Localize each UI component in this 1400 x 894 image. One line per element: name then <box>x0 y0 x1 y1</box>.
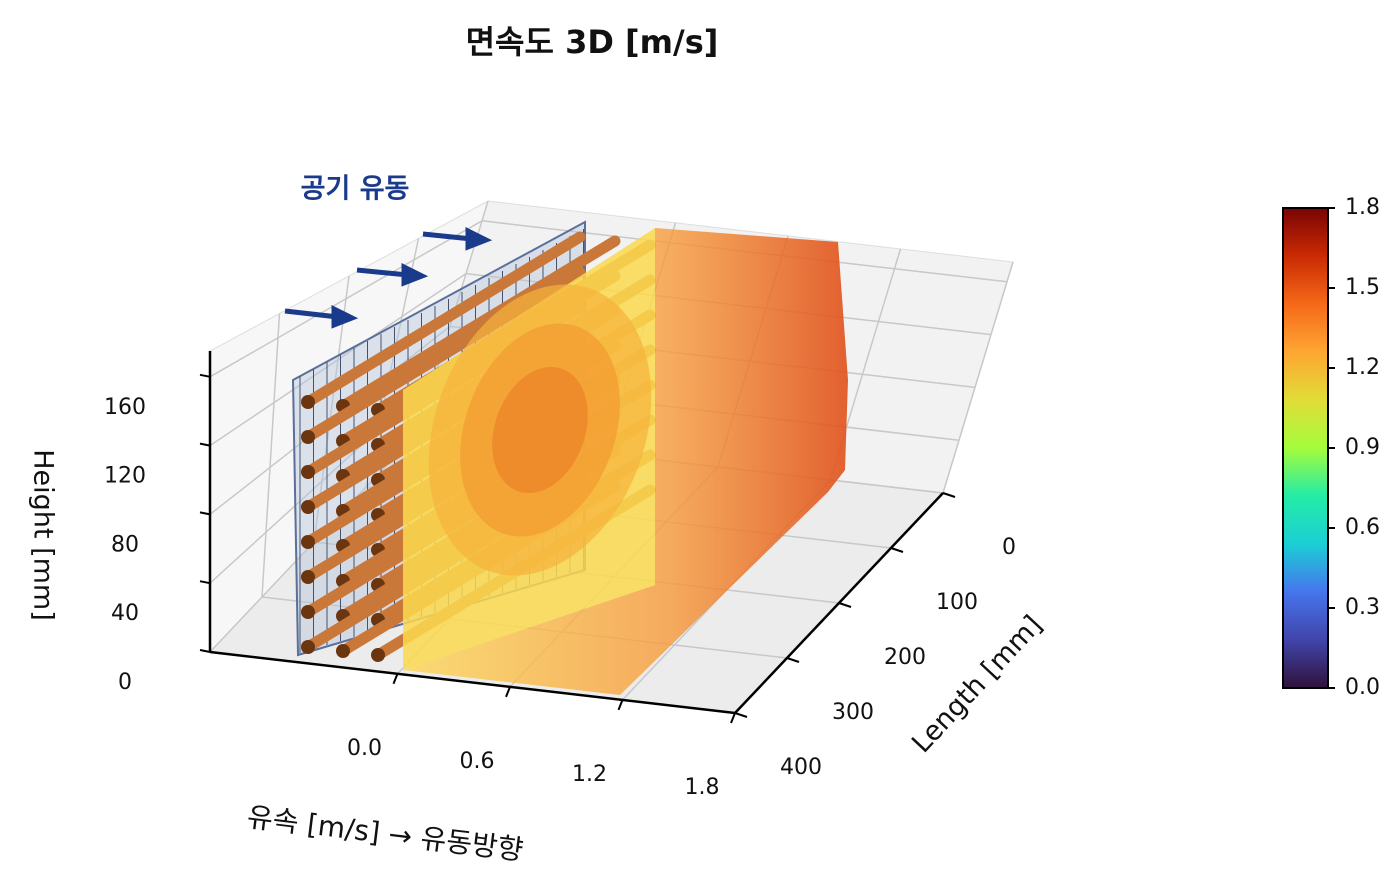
z-tick-label: 0 <box>118 670 132 695</box>
tick-mark <box>734 712 748 718</box>
y-tick-label: 100 <box>936 590 978 615</box>
tube <box>337 235 621 412</box>
y-tick-label: 300 <box>832 700 874 725</box>
x-axis-label: 유속 [m/s] → 유동방향 <box>245 800 525 867</box>
colorbar <box>1282 207 1329 689</box>
grid-line <box>261 313 281 598</box>
tube-end <box>301 640 315 654</box>
contour <box>492 367 588 493</box>
tube-end <box>301 500 315 514</box>
tube <box>302 231 586 408</box>
tick-mark <box>617 699 624 711</box>
tube-end <box>336 644 350 658</box>
flow-arrows <box>284 226 493 329</box>
z-tick-label: 120 <box>104 464 146 489</box>
tube-end <box>301 535 315 549</box>
tube-end <box>301 570 315 584</box>
y-axis <box>734 492 944 714</box>
y-tick-label: 0 <box>1002 535 1016 560</box>
tube-end <box>301 430 315 444</box>
tube-end <box>301 465 315 479</box>
z-tick-label: 80 <box>111 532 139 557</box>
grid-line <box>209 220 483 378</box>
x-tick-label: 0.0 <box>347 736 382 761</box>
tick-mark <box>505 686 511 698</box>
x-axis <box>209 650 736 715</box>
tube-end <box>301 395 315 409</box>
y-tick-label: 400 <box>780 755 822 780</box>
colorbar-tick-label: 1.8 <box>1345 195 1380 220</box>
tick-mark <box>199 511 211 516</box>
annotation: 공기 유동 <box>301 174 410 205</box>
tick-mark <box>199 649 211 653</box>
tick-mark <box>199 373 211 378</box>
tick-mark <box>942 492 956 498</box>
velocity-surface <box>403 228 848 695</box>
x-tick-label: 0.6 <box>460 749 495 774</box>
z-tick-label: 160 <box>104 395 146 420</box>
x-tick-label: 1.8 <box>685 775 720 800</box>
z-tick-label: 40 <box>111 601 139 626</box>
colorbar-tick-label: 0.6 <box>1345 515 1380 540</box>
colorbar-tick-label: 1.5 <box>1345 275 1380 300</box>
tube-end <box>301 605 315 619</box>
colorbar-tick-label: 1.2 <box>1345 355 1380 380</box>
y-tick-label: 200 <box>884 645 926 670</box>
tick-mark <box>199 580 211 585</box>
tick-mark <box>392 673 399 685</box>
grid-line <box>942 261 1014 494</box>
x-tick-label: 1.2 <box>572 762 607 787</box>
chart-title: 면속도 3D [m/s] <box>466 23 719 61</box>
tick-mark <box>199 442 211 447</box>
colorbar-tick-label: 0.9 <box>1345 435 1380 460</box>
grid-line <box>209 272 467 447</box>
tube-end <box>371 648 385 662</box>
tick-mark <box>786 657 800 663</box>
z-axis-label: Height [mm] <box>28 449 59 621</box>
tick-mark <box>890 547 904 553</box>
tick-mark <box>730 712 736 724</box>
colorbar-tick-label: 0.0 <box>1345 675 1380 700</box>
tick-mark <box>838 602 852 608</box>
colorbar-tick-label: 0.3 <box>1345 595 1380 620</box>
y-axis-label: Length [mm] <box>906 610 1048 759</box>
